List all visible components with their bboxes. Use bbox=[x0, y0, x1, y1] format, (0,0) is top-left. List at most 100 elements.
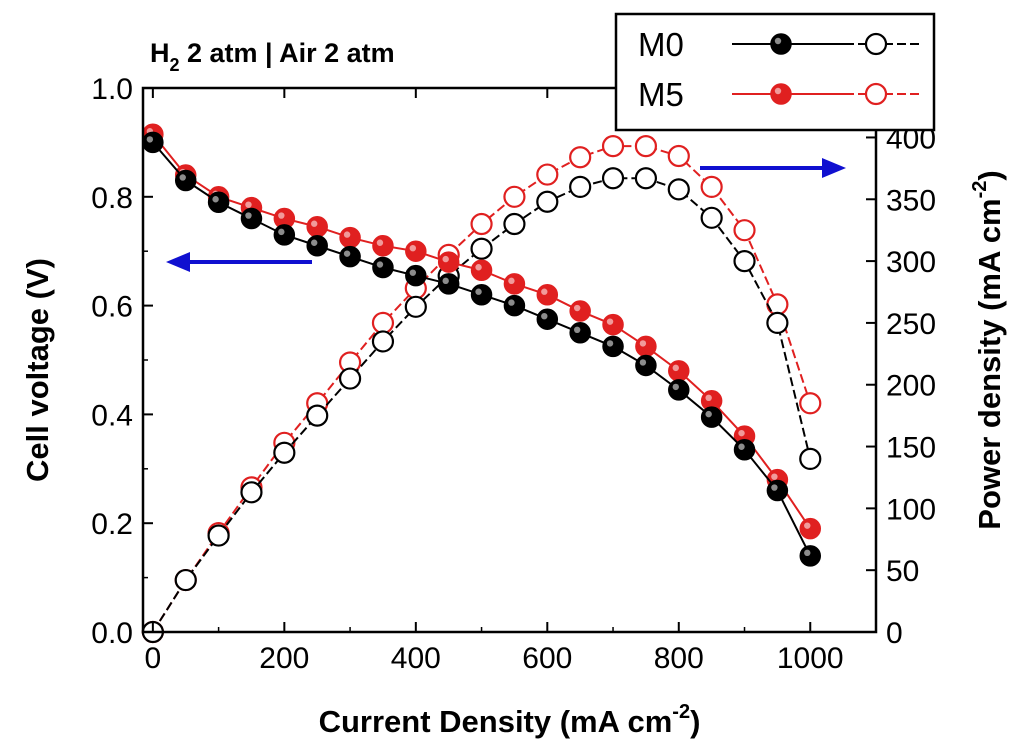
data-point-m5-left-shine bbox=[705, 394, 712, 401]
data-point-m0-left bbox=[240, 207, 263, 230]
data-point-m0-left bbox=[306, 235, 328, 257]
data-point-m5-left bbox=[339, 226, 361, 249]
data-point-m0-left bbox=[733, 439, 756, 461]
data-point-m0-left bbox=[372, 256, 394, 279]
data-point-m0-left-shine bbox=[606, 340, 614, 347]
data-point-m0-left-shine bbox=[311, 239, 318, 246]
data-point-m5-left-shine bbox=[804, 522, 811, 529]
data-point-m0-left-shine bbox=[179, 174, 186, 181]
data-point-m0-left-shine bbox=[771, 484, 778, 491]
x-tick-label: 400 bbox=[391, 642, 441, 675]
legend-marker-filled-shine bbox=[774, 37, 782, 45]
data-point-m5-left-shine bbox=[409, 245, 417, 252]
data-point-m0-left bbox=[503, 294, 526, 317]
data-point-m0-left-shine bbox=[541, 313, 548, 320]
data-point-m0-left bbox=[635, 354, 657, 377]
data-point-m5-left bbox=[503, 273, 526, 295]
series-m0-left bbox=[142, 131, 822, 567]
legend-marker-filled bbox=[770, 33, 792, 55]
data-point-m5-left bbox=[405, 240, 427, 262]
data-point-m0-right bbox=[273, 441, 296, 464]
data-point-m5-right bbox=[470, 212, 493, 236]
data-point-m0-left-shine bbox=[573, 326, 581, 333]
y-right-tick-label: 250 bbox=[886, 308, 936, 341]
x-tick-label: 1000 bbox=[777, 642, 844, 675]
legend-frame bbox=[614, 12, 936, 132]
data-point-m5-right bbox=[569, 146, 592, 169]
y-right-tick-label: 200 bbox=[886, 370, 936, 403]
data-point-m0-right bbox=[634, 167, 658, 190]
data-point-m0-left-shine bbox=[639, 359, 647, 366]
y-right-tick-label: 150 bbox=[886, 432, 936, 465]
data-point-m5-right bbox=[503, 185, 526, 208]
data-point-m0-left bbox=[536, 308, 559, 330]
data-point-m5-right bbox=[634, 135, 658, 158]
data-point-m5-left bbox=[536, 283, 559, 306]
data-point-m0-right bbox=[470, 237, 493, 260]
series-m0-right bbox=[141, 167, 822, 644]
legend-marker-filled bbox=[770, 83, 792, 105]
data-point-m5-left bbox=[372, 235, 394, 257]
y-left-tick-label: 0.6 bbox=[91, 291, 133, 324]
y-left-tick-label: 1.0 bbox=[91, 73, 133, 106]
data-point-m0-left-shine bbox=[738, 443, 745, 450]
data-point-m0-right bbox=[371, 330, 395, 353]
data-point-m5-left bbox=[635, 335, 657, 358]
data-point-m0-right bbox=[601, 167, 625, 190]
data-point-m5-right bbox=[700, 175, 723, 199]
data-point-m0-right bbox=[174, 568, 197, 592]
data-point-m0-left bbox=[668, 379, 690, 401]
data-point-m0-left-shine bbox=[245, 212, 252, 219]
arrow-right-icon bbox=[700, 158, 846, 178]
data-point-m0-right bbox=[503, 212, 526, 236]
data-point-m5-right bbox=[799, 392, 822, 415]
data-point-m5-left bbox=[602, 313, 624, 336]
x-axis-label-main: Current Density (mA cm bbox=[319, 704, 673, 739]
data-point-m0-left-shine bbox=[278, 228, 285, 236]
data-point-m0-left bbox=[405, 264, 427, 287]
data-point-m0-left-shine bbox=[705, 410, 712, 418]
data-point-m5-left-shine bbox=[738, 429, 745, 437]
data-point-m5-right bbox=[667, 144, 690, 168]
data-point-m0-left-shine bbox=[376, 261, 384, 268]
y-right-tick-label: 50 bbox=[886, 555, 919, 588]
data-point-m5-right bbox=[536, 163, 559, 186]
chart-title-sub: 2 bbox=[170, 55, 180, 75]
data-point-m5-left-shine bbox=[278, 212, 285, 219]
data-point-m5-left bbox=[668, 360, 690, 382]
data-point-m5-left-shine bbox=[245, 201, 252, 208]
legend-marker-open bbox=[864, 82, 888, 106]
data-point-m5-left bbox=[306, 215, 328, 238]
y-right-tick-label: 0 bbox=[886, 617, 903, 650]
x-axis-label: Current Density (mA cm-2) bbox=[319, 701, 701, 739]
y-left-axis-label: Cell voltage (V) bbox=[20, 258, 55, 482]
legend-label-m5: M5 bbox=[638, 76, 684, 113]
data-point-m0-left bbox=[602, 335, 624, 358]
chart-title-rest: 2 atm | Air 2 atm bbox=[180, 38, 395, 68]
data-point-m5-left-shine bbox=[771, 473, 778, 480]
x-tick-label: 800 bbox=[654, 642, 704, 675]
x-axis-label-close: ) bbox=[690, 704, 700, 739]
y-right-tick-label: 300 bbox=[886, 246, 936, 279]
legend-marker-open bbox=[864, 32, 888, 56]
data-point-m5-left bbox=[799, 517, 822, 540]
data-point-m5-left-shine bbox=[442, 255, 449, 263]
data-point-m0-left-shine bbox=[442, 277, 449, 285]
data-point-m0-left-shine bbox=[146, 136, 154, 143]
arrow-right-head bbox=[822, 158, 846, 178]
data-point-m0-left bbox=[700, 406, 723, 428]
data-point-m0-left-shine bbox=[409, 269, 417, 276]
data-point-m5-left-shine bbox=[573, 304, 581, 312]
data-point-m5-right bbox=[601, 135, 625, 158]
y-right-tick-label: 350 bbox=[886, 184, 936, 217]
legend-marker-filled-shine bbox=[774, 87, 782, 95]
y-right-axis-label-main: Power density (mA cm bbox=[972, 198, 1007, 529]
data-point-m0-left-shine bbox=[804, 549, 811, 557]
data-point-m0-left bbox=[569, 322, 591, 344]
y-left-tick-label: 0.0 bbox=[91, 617, 133, 650]
data-point-m0-right bbox=[667, 178, 690, 201]
x-tick-label: 600 bbox=[522, 642, 572, 675]
data-point-m0-right bbox=[306, 404, 329, 427]
data-point-m5-left-shine bbox=[541, 288, 548, 295]
data-point-m0-right bbox=[338, 367, 362, 390]
